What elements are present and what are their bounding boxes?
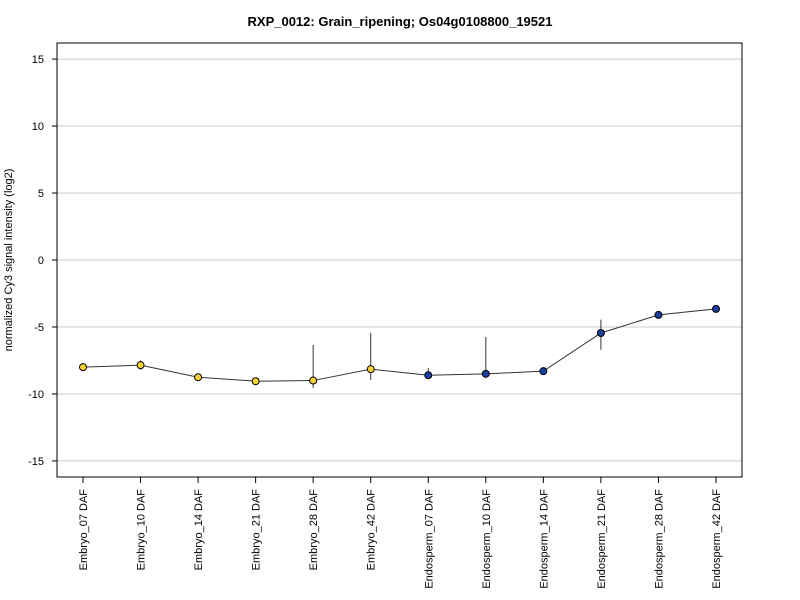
x-tick-label: Endosperm_42 DAF [711,489,723,589]
data-point [136,361,145,370]
x-tick-label: Embryo_14 DAF [193,489,205,571]
y-tick-label: 10 [32,121,44,133]
y-tick-label: -5 [34,322,44,334]
data-point [366,365,375,374]
y-tick-label: 15 [32,54,44,66]
data-point [596,329,605,338]
data-point [481,369,490,378]
x-tick-label: Embryo_42 DAF [366,489,378,571]
x-tick-label: Embryo_28 DAF [308,489,320,571]
x-tick-label: Endosperm_07 DAF [423,489,435,589]
x-tick-label: Endosperm_21 DAF [596,489,608,589]
data-point [654,310,663,319]
x-tick-label: Endosperm_28 DAF [653,489,665,589]
chart-title: RXP_0012: Grain_ripening; Os04g0108800_1… [248,14,553,29]
y-axis-label: normalized Cy3 signal intensity (log2) [3,169,15,352]
data-point [194,373,203,382]
data-point [424,371,433,380]
x-tick-label: Embryo_10 DAF [136,489,148,571]
data-point [251,377,260,386]
x-axis: Embryo_07 DAF Embryo_10 DAF Embryo_14 DAF E… [78,477,723,589]
x-tick-label: Endosperm_10 DAF [481,489,493,589]
data-point [79,363,87,372]
data-point [309,376,318,385]
x-tick-label: Endosperm_14 DAF [538,489,550,589]
series-line-group [82,308,717,382]
data-point [712,304,720,313]
y-axis: 15 10 5 0 -5 -10 -15 [28,54,57,468]
x-tick-label: Embryo_07 DAF [78,489,90,571]
y-tick-label: -10 [28,389,44,401]
y-tick-label: -15 [28,456,44,468]
data-point [539,367,548,376]
series-line [82,308,717,382]
points [79,304,720,386]
grid-lines [57,58,742,462]
x-tick-label: Embryo_21 DAF [251,489,263,571]
y-tick-label: 0 [38,255,44,267]
error-bars [82,306,717,388]
y-tick-label: 5 [38,188,44,200]
